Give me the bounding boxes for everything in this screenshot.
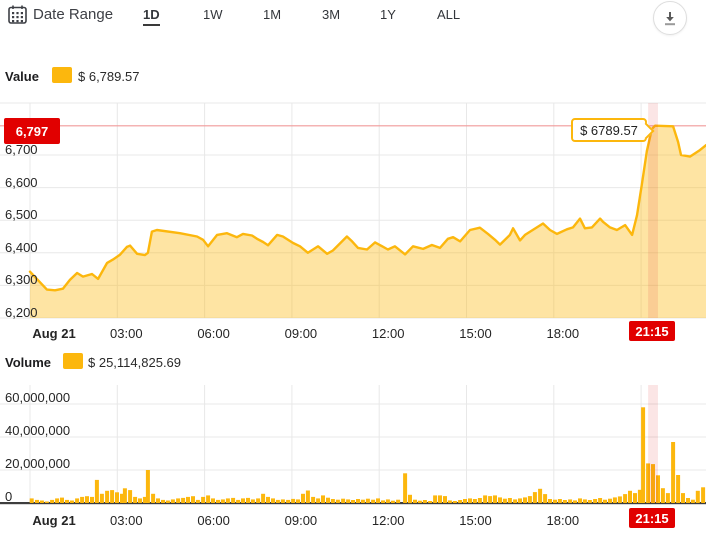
x-tick-label: 03:00 bbox=[110, 513, 143, 528]
calendar-icon bbox=[8, 5, 27, 24]
current-time-marker-volume: 21:15 bbox=[629, 508, 675, 528]
current-time-marker-price: 21:15 bbox=[629, 321, 675, 341]
y-tick-label: 20,000,000 bbox=[5, 456, 71, 471]
x-tick-label: 15:00 bbox=[459, 513, 492, 528]
volume-baseline bbox=[0, 502, 706, 505]
download-button[interactable] bbox=[653, 1, 687, 35]
x-tick-label: Aug 21 bbox=[32, 326, 76, 341]
price-line bbox=[28, 124, 706, 292]
date-range-label: Date Range bbox=[33, 6, 114, 23]
y-tick-label: 6,700 bbox=[5, 142, 38, 157]
volume-legend-label: Volume bbox=[5, 355, 51, 370]
x-tick-label: 09:00 bbox=[284, 513, 318, 528]
x-tick-label: 18:00 bbox=[546, 326, 580, 341]
x-tick-label: 15:00 bbox=[459, 326, 492, 341]
tab-1m[interactable]: 1M bbox=[263, 7, 282, 22]
y-tick-label: 6,600 bbox=[5, 175, 38, 190]
x-tick-label: 12:00 bbox=[371, 513, 405, 528]
price-legend-label: Value bbox=[5, 69, 39, 84]
y-tick-label: 6,200 bbox=[5, 305, 38, 320]
time-highlight-band-volume bbox=[648, 385, 658, 503]
x-tick-label: 06:00 bbox=[197, 513, 230, 528]
x-tick-label: 09:00 bbox=[284, 326, 318, 341]
x-tick-label: 03:00 bbox=[110, 326, 143, 341]
tab-1y[interactable]: 1Y bbox=[380, 7, 396, 22]
x-tick-label: 18:00 bbox=[546, 513, 580, 528]
time-highlight-band bbox=[648, 103, 658, 318]
tab-1w[interactable]: 1W bbox=[203, 7, 223, 22]
x-tick-label: 06:00 bbox=[197, 326, 230, 341]
download-icon bbox=[665, 11, 675, 25]
y-tick-label: 60,000,000 bbox=[5, 390, 71, 405]
price-legend-swatch bbox=[52, 67, 72, 83]
tab-3m[interactable]: 3M bbox=[322, 7, 341, 22]
volume-legend-value: $ 25,114,825.69 bbox=[88, 355, 182, 370]
tab-all[interactable]: ALL bbox=[437, 7, 461, 22]
tab-1d[interactable]: 1D bbox=[143, 7, 160, 26]
x-tick-label: Aug 21 bbox=[32, 513, 76, 528]
current-price-marker: 6,797 bbox=[4, 118, 60, 144]
y-tick-label: 0 bbox=[5, 489, 13, 504]
price-tooltip: $ 6789.57 bbox=[571, 118, 655, 142]
volume-bars bbox=[29, 407, 706, 504]
y-tick-label: 6,500 bbox=[5, 207, 38, 222]
price-legend-value: $ 6,789.57 bbox=[78, 69, 140, 84]
y-tick-label: 40,000,000 bbox=[5, 423, 71, 438]
volume-legend-swatch bbox=[63, 353, 83, 369]
price-tooltip-value: $ 6789.57 bbox=[580, 122, 638, 138]
volume-bar-chart[interactable] bbox=[0, 385, 706, 507]
x-tick-label: 12:00 bbox=[371, 326, 405, 341]
price-area-fill bbox=[30, 125, 706, 318]
y-tick-label: 6,400 bbox=[5, 240, 38, 255]
volume-grid bbox=[0, 385, 706, 502]
y-tick-label: 6,300 bbox=[5, 272, 38, 287]
